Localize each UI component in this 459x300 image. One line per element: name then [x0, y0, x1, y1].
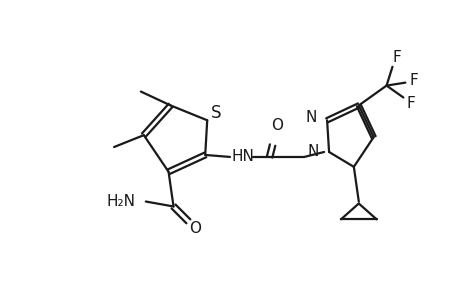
Text: O: O [189, 221, 201, 236]
Text: H₂N: H₂N [106, 194, 135, 209]
Text: S: S [210, 104, 221, 122]
Text: F: F [409, 73, 418, 88]
Text: N: N [307, 145, 319, 160]
Text: F: F [406, 96, 415, 111]
Text: HN: HN [231, 149, 254, 164]
Text: O: O [271, 118, 283, 133]
Text: F: F [391, 50, 400, 65]
Text: N: N [305, 110, 317, 125]
